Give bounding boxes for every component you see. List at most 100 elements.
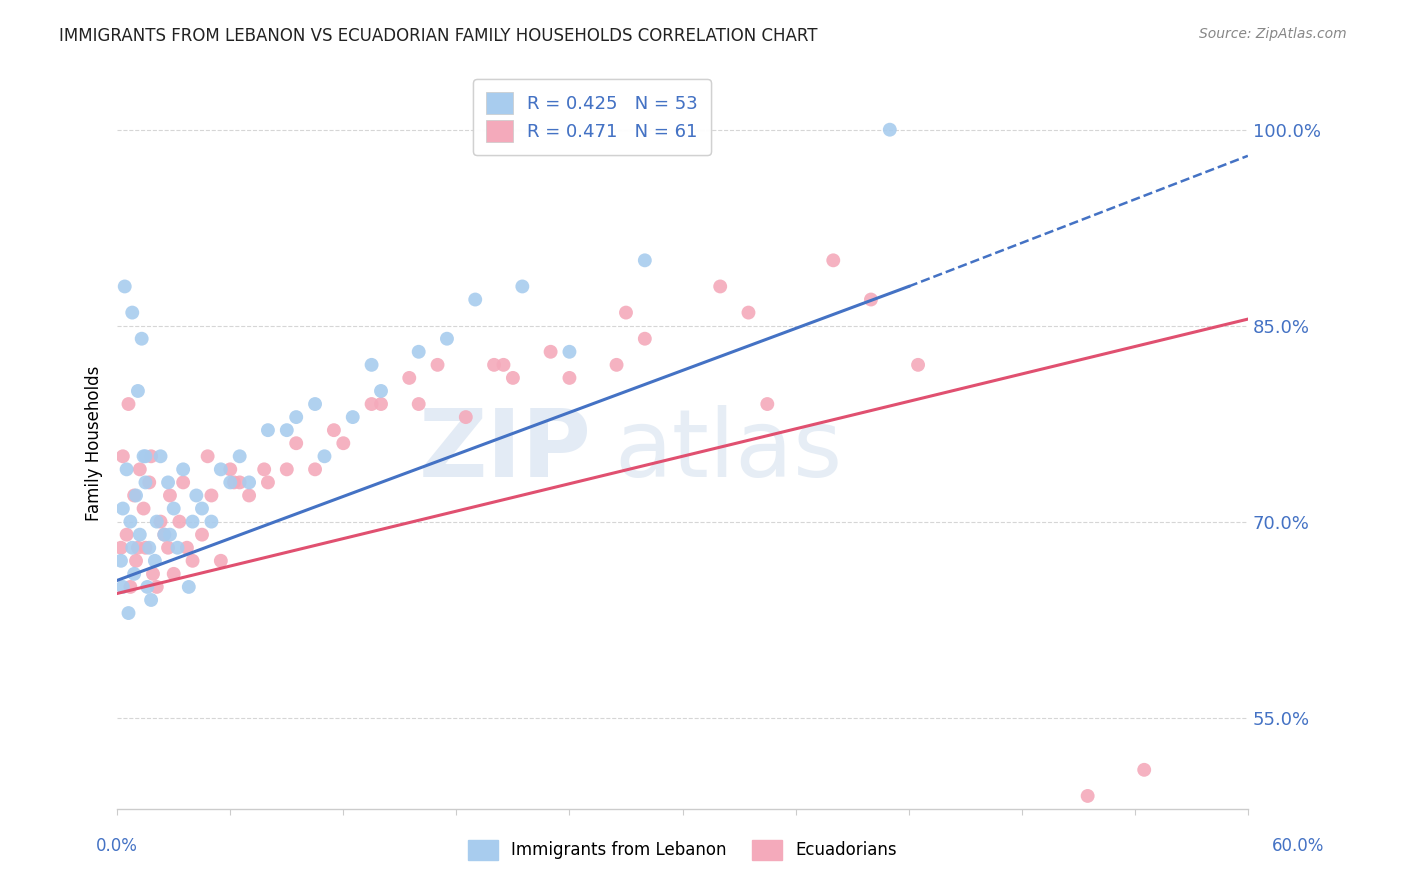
- Point: [145, 580, 167, 594]
- Point: [464, 293, 486, 307]
- Point: [756, 397, 779, 411]
- Point: [159, 527, 181, 541]
- Point: [111, 501, 134, 516]
- Point: [159, 488, 181, 502]
- Point: [132, 501, 155, 516]
- Point: [110, 554, 132, 568]
- Point: [111, 450, 134, 464]
- Point: [285, 410, 308, 425]
- Point: [614, 305, 637, 319]
- Point: [276, 462, 298, 476]
- Text: 0.0%: 0.0%: [96, 837, 138, 855]
- Text: Source: ZipAtlas.com: Source: ZipAtlas.com: [1199, 27, 1347, 41]
- Point: [859, 293, 882, 307]
- Point: [125, 488, 148, 502]
- Point: [482, 358, 505, 372]
- Point: [322, 423, 344, 437]
- Point: [166, 541, 188, 555]
- Point: [134, 475, 156, 490]
- Point: [709, 279, 731, 293]
- Point: [191, 501, 214, 516]
- Point: [228, 475, 250, 490]
- Point: [209, 554, 232, 568]
- Legend: R = 0.425   N = 53, R = 0.471   N = 61: R = 0.425 N = 53, R = 0.471 N = 61: [474, 79, 711, 155]
- Point: [219, 475, 242, 490]
- Point: [172, 462, 194, 476]
- Point: [138, 541, 160, 555]
- Point: [127, 541, 149, 555]
- Point: [228, 450, 250, 464]
- Point: [125, 554, 148, 568]
- Text: ZIP: ZIP: [419, 405, 592, 497]
- Point: [143, 554, 166, 568]
- Point: [304, 462, 326, 476]
- Point: [149, 515, 172, 529]
- Point: [134, 450, 156, 464]
- Point: [823, 253, 845, 268]
- Point: [138, 475, 160, 490]
- Point: [181, 515, 204, 529]
- Point: [172, 475, 194, 490]
- Point: [558, 371, 581, 385]
- Point: [181, 554, 204, 568]
- Text: atlas: atlas: [614, 405, 844, 497]
- Text: 60.0%: 60.0%: [1272, 837, 1324, 855]
- Point: [370, 384, 392, 398]
- Point: [139, 450, 162, 464]
- Point: [907, 358, 929, 372]
- Text: IMMIGRANTS FROM LEBANON VS ECUADORIAN FAMILY HOUSEHOLDS CORRELATION CHART: IMMIGRANTS FROM LEBANON VS ECUADORIAN FA…: [59, 27, 817, 45]
- Point: [634, 253, 657, 268]
- Point: [285, 436, 308, 450]
- Point: [110, 541, 132, 555]
- Y-axis label: Family Households: Family Households: [86, 366, 103, 521]
- Point: [128, 527, 150, 541]
- Point: [153, 527, 176, 541]
- Point: [558, 344, 581, 359]
- Point: [1077, 789, 1099, 803]
- Point: [314, 450, 336, 464]
- Point: [257, 423, 280, 437]
- Point: [163, 501, 186, 516]
- Point: [136, 580, 159, 594]
- Point: [117, 397, 139, 411]
- Point: [121, 541, 143, 555]
- Point: [157, 541, 180, 555]
- Point: [426, 358, 449, 372]
- Point: [120, 515, 142, 529]
- Point: [169, 515, 191, 529]
- Point: [200, 488, 222, 502]
- Point: [142, 566, 165, 581]
- Point: [163, 566, 186, 581]
- Point: [200, 515, 222, 529]
- Point: [120, 580, 142, 594]
- Point: [879, 122, 901, 136]
- Point: [115, 527, 138, 541]
- Point: [238, 475, 260, 490]
- Point: [139, 593, 162, 607]
- Point: [131, 332, 153, 346]
- Point: [408, 344, 430, 359]
- Point: [209, 462, 232, 476]
- Point: [540, 344, 562, 359]
- Point: [157, 475, 180, 490]
- Point: [153, 527, 176, 541]
- Point: [134, 541, 156, 555]
- Point: [219, 462, 242, 476]
- Point: [253, 462, 276, 476]
- Point: [502, 371, 524, 385]
- Point: [145, 515, 167, 529]
- Point: [737, 305, 759, 319]
- Point: [122, 566, 145, 581]
- Point: [191, 527, 214, 541]
- Point: [128, 462, 150, 476]
- Point: [436, 332, 458, 346]
- Point: [370, 397, 392, 411]
- Point: [121, 305, 143, 319]
- Point: [360, 358, 382, 372]
- Point: [257, 475, 280, 490]
- Point: [360, 397, 382, 411]
- Point: [304, 397, 326, 411]
- Point: [332, 436, 354, 450]
- Point: [634, 332, 657, 346]
- Point: [1133, 763, 1156, 777]
